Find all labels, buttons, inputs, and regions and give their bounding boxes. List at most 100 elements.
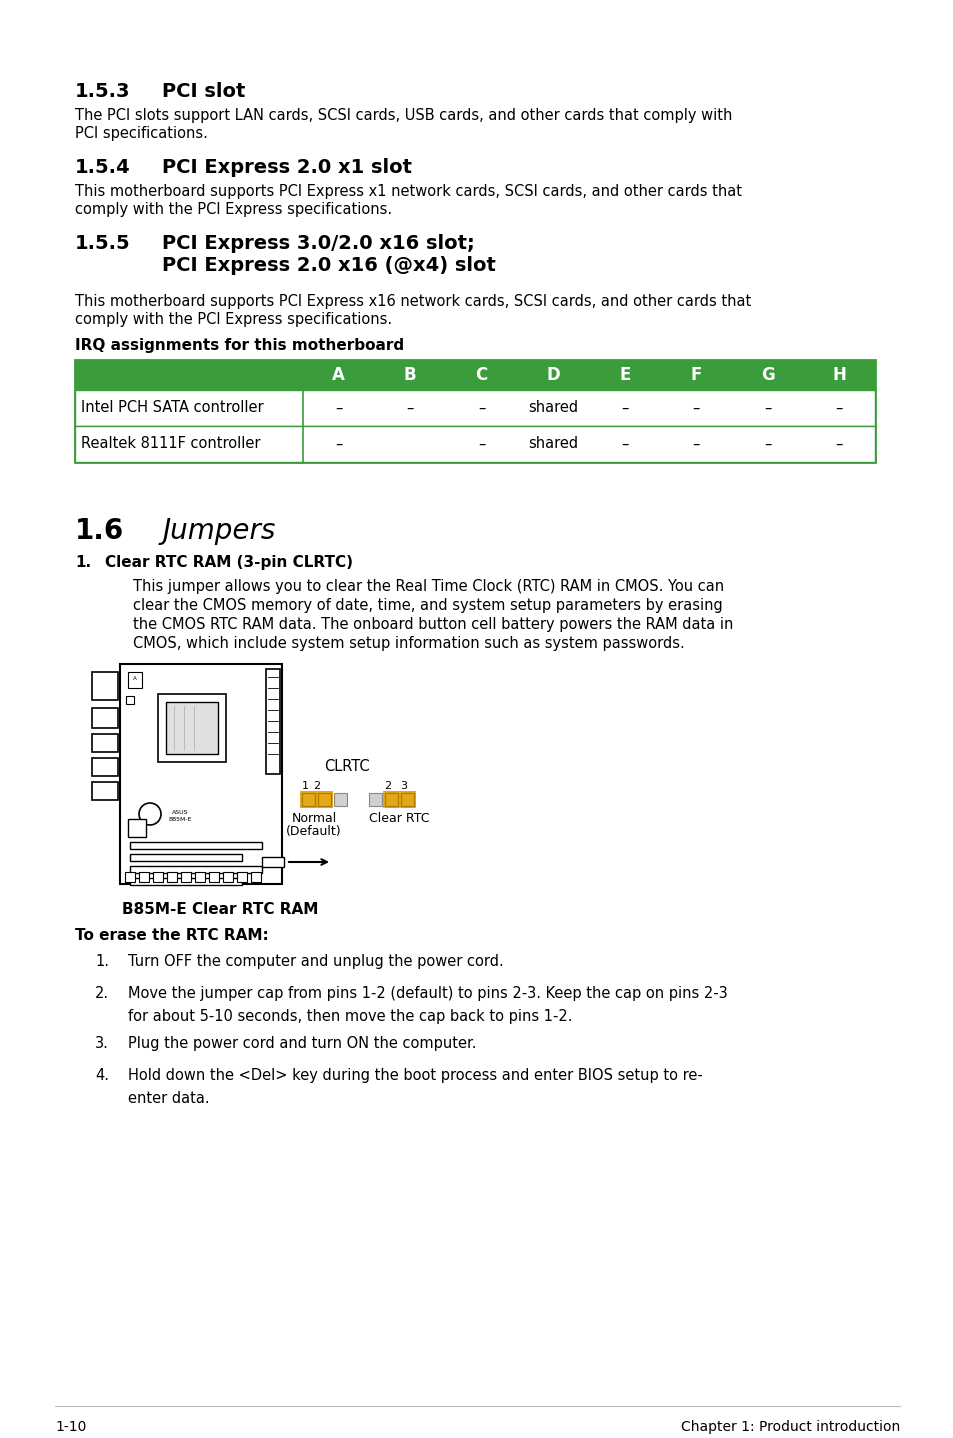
Text: Chapter 1: Product introduction: Chapter 1: Product introduction	[680, 1419, 899, 1434]
Text: Intel PCH SATA controller: Intel PCH SATA controller	[81, 401, 263, 416]
Bar	[262, 857, 284, 867]
Text: 1.5.5: 1.5.5	[75, 234, 131, 253]
Text: Jumpers: Jumpers	[163, 518, 276, 545]
Bar	[334, 792, 347, 807]
Text: Hold down the <Del> key during the boot process and enter BIOS setup to re-
ente: Hold down the <Del> key during the boot …	[128, 1068, 702, 1106]
Bar	[120, 664, 282, 884]
Text: CMOS, which include system setup information such as system passwords.: CMOS, which include system setup informa…	[132, 636, 684, 651]
Text: B85M-E Clear RTC RAM: B85M-E Clear RTC RAM	[122, 902, 318, 917]
Text: 2: 2	[384, 781, 391, 791]
Text: –: –	[477, 437, 485, 452]
Text: the CMOS RTC RAM data. The onboard button cell battery powers the RAM data in: the CMOS RTC RAM data. The onboard butto…	[132, 617, 733, 631]
Bar	[128, 820, 146, 837]
Bar	[91, 782, 118, 800]
Text: –: –	[763, 437, 771, 452]
Bar	[400, 792, 414, 807]
Text: Clear RTC: Clear RTC	[369, 812, 429, 825]
Text: C: C	[476, 367, 487, 384]
Bar	[75, 360, 874, 390]
Bar	[385, 792, 397, 807]
Bar	[251, 871, 261, 881]
Text: PCI slot: PCI slot	[162, 82, 245, 101]
Text: 1.5.3: 1.5.3	[75, 82, 131, 101]
Bar	[91, 672, 118, 700]
Text: This motherboard supports PCI Express x16 network cards, SCSI cards, and other c: This motherboard supports PCI Express x1…	[75, 293, 750, 309]
Text: G: G	[760, 367, 774, 384]
Text: –: –	[335, 437, 342, 452]
Text: CLRTC: CLRTC	[324, 759, 370, 774]
Text: Move the jumper cap from pins 1-2 (default) to pins 2-3. Keep the cap on pins 2-: Move the jumper cap from pins 1-2 (defau…	[128, 986, 727, 1024]
Text: –: –	[835, 437, 842, 452]
Bar	[75, 426, 874, 462]
Bar	[130, 866, 262, 873]
Text: PCI specifications.: PCI specifications.	[75, 127, 208, 141]
Text: This motherboard supports PCI Express x1 network cards, SCSI cards, and other ca: This motherboard supports PCI Express x1…	[75, 184, 741, 198]
Bar	[152, 871, 163, 881]
Text: 1-10: 1-10	[55, 1419, 87, 1434]
Text: E: E	[618, 367, 630, 384]
Bar	[181, 871, 191, 881]
Text: PCI Express 2.0 x1 slot: PCI Express 2.0 x1 slot	[162, 158, 412, 177]
Bar	[91, 707, 118, 728]
Bar	[266, 669, 280, 774]
Bar	[91, 758, 118, 777]
Circle shape	[139, 802, 161, 825]
Text: Normal: Normal	[291, 812, 336, 825]
Text: –: –	[620, 437, 628, 452]
Bar	[130, 879, 242, 884]
Text: B: B	[403, 367, 416, 384]
Text: PCI Express 2.0 x16 (@x4) slot: PCI Express 2.0 x16 (@x4) slot	[162, 256, 496, 275]
Text: The PCI slots support LAN cards, SCSI cards, USB cards, and other cards that com: The PCI slots support LAN cards, SCSI ca…	[75, 108, 732, 124]
Bar	[125, 871, 135, 881]
Bar	[75, 360, 874, 462]
Text: (Default): (Default)	[286, 825, 341, 838]
Bar	[91, 733, 118, 752]
Text: –: –	[763, 401, 771, 416]
Text: 1.6: 1.6	[75, 518, 124, 545]
Text: A: A	[133, 676, 136, 680]
Bar	[167, 871, 177, 881]
Text: 2.: 2.	[95, 986, 109, 1001]
Text: 1: 1	[301, 781, 308, 791]
Text: 2: 2	[314, 781, 320, 791]
Bar	[369, 792, 381, 807]
Text: Realtek 8111F controller: Realtek 8111F controller	[81, 437, 260, 452]
Text: This jumper allows you to clear the Real Time Clock (RTC) RAM in CMOS. You can: This jumper allows you to clear the Real…	[132, 580, 723, 594]
Text: H: H	[831, 367, 845, 384]
Bar	[128, 672, 142, 687]
Bar	[130, 843, 262, 848]
Bar	[209, 871, 219, 881]
Text: ASUS
B85M-E: ASUS B85M-E	[168, 811, 192, 821]
Text: A: A	[332, 367, 345, 384]
Bar	[223, 871, 233, 881]
Text: shared: shared	[528, 437, 578, 452]
Bar	[158, 695, 226, 762]
Text: F: F	[690, 367, 701, 384]
Text: shared: shared	[528, 401, 578, 416]
Text: D: D	[546, 367, 559, 384]
Bar	[130, 854, 242, 861]
Text: comply with the PCI Express specifications.: comply with the PCI Express specificatio…	[75, 312, 392, 326]
Text: 1.: 1.	[75, 555, 91, 569]
Text: To erase the RTC RAM:: To erase the RTC RAM:	[75, 928, 269, 943]
Bar	[317, 792, 331, 807]
Text: –: –	[477, 401, 485, 416]
Text: –: –	[692, 401, 700, 416]
Text: 3.: 3.	[95, 1035, 109, 1051]
Bar	[139, 871, 149, 881]
Text: 3: 3	[400, 781, 407, 791]
Bar	[194, 871, 205, 881]
Bar	[299, 791, 333, 808]
Bar	[166, 702, 218, 754]
Text: –: –	[335, 401, 342, 416]
Text: –: –	[835, 401, 842, 416]
Bar	[75, 390, 874, 426]
Text: –: –	[692, 437, 700, 452]
Bar	[236, 871, 247, 881]
Text: 1.5.4: 1.5.4	[75, 158, 131, 177]
Text: –: –	[620, 401, 628, 416]
Bar	[302, 792, 314, 807]
Text: Clear RTC RAM (3-pin CLRTC): Clear RTC RAM (3-pin CLRTC)	[105, 555, 353, 569]
Text: 4.: 4.	[95, 1068, 109, 1083]
Text: –: –	[406, 401, 414, 416]
